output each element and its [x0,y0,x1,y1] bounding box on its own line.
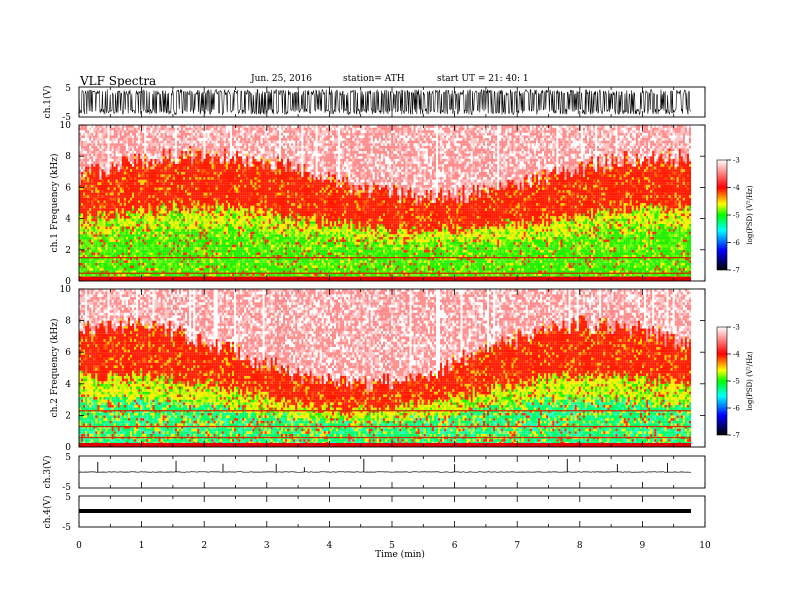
ch1-colorbar-tick-0: -3 [733,157,740,165]
ch2-colorbar-tick-4: -7 [733,432,740,440]
x-tick-3: 3 [264,541,270,551]
ch4-ytick-top: 5 [65,493,71,503]
x-tick-9: 9 [640,541,646,551]
ch2-spectrogram-ylabel: ch.2 Frequency (kHz) [49,319,60,418]
ch2-spectrogram-ytick-10: 10 [60,285,72,295]
ch1-spectrogram [79,125,691,281]
ch2-colorbar-tick-0: -3 [733,324,740,332]
ch2-colorbar: -3 -4 -5 -6 -7 log(PSD) (V²/Hz) [717,324,754,440]
ch1-spectrogram-ytick-4: 4 [65,215,71,225]
ch1-colorbar-tick-4: -7 [733,267,740,275]
x-tick-8: 8 [577,541,583,551]
ch1-colorbar-label: log(PSD) (V²/Hz) [746,185,754,244]
ch1-colorbar: -3 -4 -5 -6 -7 log(PSD) (V²/Hz) [717,157,754,275]
ch1-colorbar-tick-3: -6 [733,239,740,247]
ch1-colorbar-gradient [717,160,727,270]
ch1-spectrogram-ytick-8: 8 [65,152,71,162]
ch4-ylabel: ch.4(V) [42,496,53,529]
ch1-spectrogram-ytick-6: 6 [65,183,71,193]
ch1-ylabel: ch.1(V) [42,86,53,119]
ch1-colorbar-tick-2: -5 [733,212,740,220]
ch2-colorbar-tick-2: -5 [733,378,740,386]
ch2-spectrogram-ytick-2: 2 [65,411,71,421]
x-tick-7: 7 [514,541,520,551]
ch2-spectrogram [79,289,691,447]
ch1-waveform-trace [79,89,690,114]
x-axis-label: Time (min) [375,549,425,560]
ch1-spectrogram-ylabel: ch.1 Frequency (kHz) [49,154,60,253]
x-tick-6: 6 [452,541,458,551]
ch3-waveform-trace [79,472,691,473]
ch2-colorbar-label: log(PSD) (V²/Hz) [746,351,754,410]
ch2-spectrogram-panel: 0 2 4 6 8 10 ch.2 Frequency (kHz) [49,285,705,453]
ch3-ytick-top: 5 [65,453,71,463]
x-tick-1: 1 [139,541,145,551]
ch1-colorbar-tick-1: -4 [733,184,740,192]
ch2-colorbar-gradient [717,327,727,435]
ch1-spectrogram-ytick-10: 10 [60,121,72,131]
ch4-waveform-trace [79,509,691,513]
ch2-spectrogram-ytick-4: 4 [65,380,71,390]
x-tick-0: 0 [76,541,82,551]
ch2-colorbar-tick-1: -4 [733,351,740,359]
ch1-ytick-top: 5 [65,84,71,94]
ch3-ytick-bottom: -5 [62,483,71,493]
ch4-ytick-bottom: -5 [62,523,71,533]
x-tick-4: 4 [327,541,333,551]
x-tick-2: 2 [201,541,207,551]
ch2-colorbar-tick-3: -6 [733,405,740,413]
x-tick-10: 10 [699,541,711,551]
ch2-spectrogram-ytick-8: 8 [65,317,71,327]
ch3-ylabel: ch.3(V) [42,456,53,489]
ch2-spectrogram-ytick-6: 6 [65,348,71,358]
ch2-spectrogram-ytick-0: 0 [65,443,71,453]
ch1-spectrogram-ytick-2: 2 [65,246,71,256]
